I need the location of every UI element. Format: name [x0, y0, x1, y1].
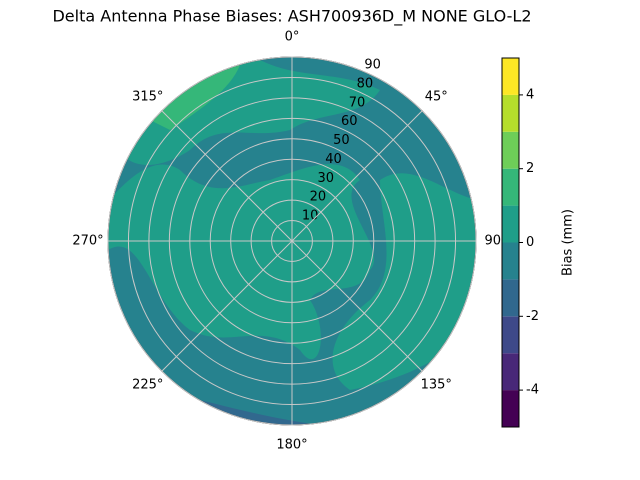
theta-tick-label: 315° [132, 89, 163, 104]
grid-spoke [161, 240, 293, 372]
colorbar-band [502, 316, 519, 354]
colorbar-label: Bias (mm) [561, 209, 576, 276]
grid-spoke [161, 110, 293, 242]
colorbar-tick-label: 2 [526, 161, 534, 176]
colorbar-band [502, 279, 519, 317]
contour-region [120, 60, 380, 165]
contour-region [332, 173, 476, 390]
grid-spoke [291, 240, 423, 372]
r-tick-label: 40 [325, 152, 342, 167]
r-tick-label: 20 [310, 190, 327, 205]
theta-tick-label: 225° [132, 378, 163, 393]
r-tick-label: 30 [317, 171, 334, 186]
theta-tick-label: 270° [72, 234, 103, 249]
colorbar-tick-label: -4 [526, 383, 539, 398]
colorbar-band [502, 168, 519, 206]
r-tick-label: 90 [364, 58, 381, 73]
grid-spoke [291, 110, 423, 242]
colorbar-tick-label: -2 [526, 309, 539, 324]
colorbar-band [502, 353, 519, 391]
colorbar-band [502, 94, 519, 132]
colorbar-band [502, 58, 519, 95]
contour-region [150, 65, 240, 130]
colorbar-band [502, 205, 519, 243]
colorbar-band [502, 390, 519, 427]
contour-region [108, 164, 375, 360]
chart-title: Delta Antenna Phase Biases: ASH700936D_M… [52, 7, 531, 27]
theta-tick-label: 135° [421, 378, 452, 393]
theta-tick-label: 0° [285, 30, 300, 45]
r-tick-label: 50 [333, 133, 350, 148]
colorbar-band [502, 242, 519, 280]
colorbar-tick-label: 4 [526, 87, 534, 102]
colorbar-band [502, 131, 519, 169]
r-tick-label: 70 [349, 95, 366, 110]
theta-tick-label: 45° [425, 89, 448, 104]
r-tick-label: 80 [357, 76, 374, 91]
r-tick-label: 60 [341, 114, 358, 129]
r-tick-label: 10 [302, 209, 319, 224]
colorbar-tick-label: 0 [526, 235, 534, 250]
theta-tick-label: 180° [276, 438, 307, 453]
